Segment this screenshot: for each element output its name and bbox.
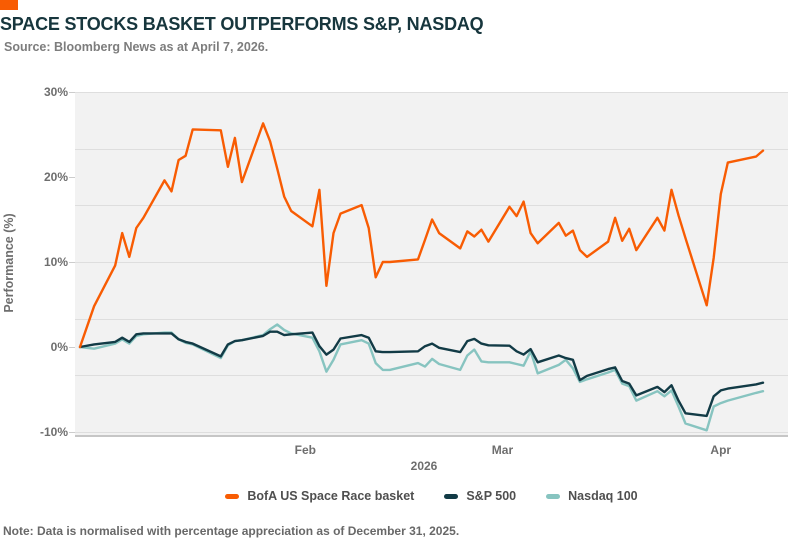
- gridline: [75, 262, 788, 263]
- x-tick-label-mar: Mar: [491, 443, 514, 457]
- gridline: [75, 148, 788, 150]
- y-tick-mark: [69, 92, 75, 93]
- y-tick-mark: [69, 347, 75, 348]
- legend-label: BofA US Space Race basket: [247, 489, 415, 503]
- gridline: [75, 375, 788, 377]
- series-lines: [78, 122, 765, 432]
- y-tick-label: 20%: [43, 170, 68, 184]
- legend-item-space-basket: BofA US Space Race basket: [225, 489, 414, 503]
- gridline: [75, 318, 788, 320]
- series-line-bofa-us-space-race-basket: [78, 122, 765, 349]
- page-title: SPACE STOCKS BASKET OUTPERFORMS S&P, NAS…: [0, 14, 484, 34]
- y-tick-label: 10%: [43, 255, 68, 269]
- series-line-s-p-500: [78, 330, 765, 418]
- y-tick-label: 0%: [50, 340, 68, 354]
- legend-label: Nasdaq 100: [568, 489, 638, 503]
- space-basket-line-swatch: [225, 493, 240, 499]
- gridline: [75, 92, 788, 93]
- x-tick-label-feb: Feb: [294, 443, 316, 457]
- legend-label: S&P 500: [466, 489, 517, 503]
- gridline: [75, 432, 788, 433]
- footnote: Note: Data is normalised with percentage…: [3, 524, 460, 538]
- y-tick-mark: [69, 432, 75, 433]
- legend: BofA US Space Race basket S&P 500 Nasdaq…: [75, 488, 788, 504]
- y-tick-label: 30%: [43, 85, 68, 99]
- source-text: Source: Bloomberg News as at April 7, 20…: [4, 40, 269, 54]
- gridline: [75, 205, 788, 207]
- sp500-line-swatch: [444, 493, 459, 499]
- y-tick-mark: [69, 177, 75, 178]
- x-axis-title: 2026: [410, 459, 438, 473]
- x-axis-line: [75, 435, 788, 437]
- y-tick-label: -10%: [39, 425, 68, 439]
- y-tick-mark: [69, 262, 75, 263]
- plot-area: [75, 92, 788, 436]
- accent-bar: [0, 0, 18, 10]
- nasdaq100-line-swatch: [546, 493, 561, 499]
- legend-item-sp500: S&P 500: [444, 489, 516, 503]
- x-tick-label-apr: Apr: [710, 443, 732, 457]
- legend-item-nasdaq100: Nasdaq 100: [546, 489, 638, 503]
